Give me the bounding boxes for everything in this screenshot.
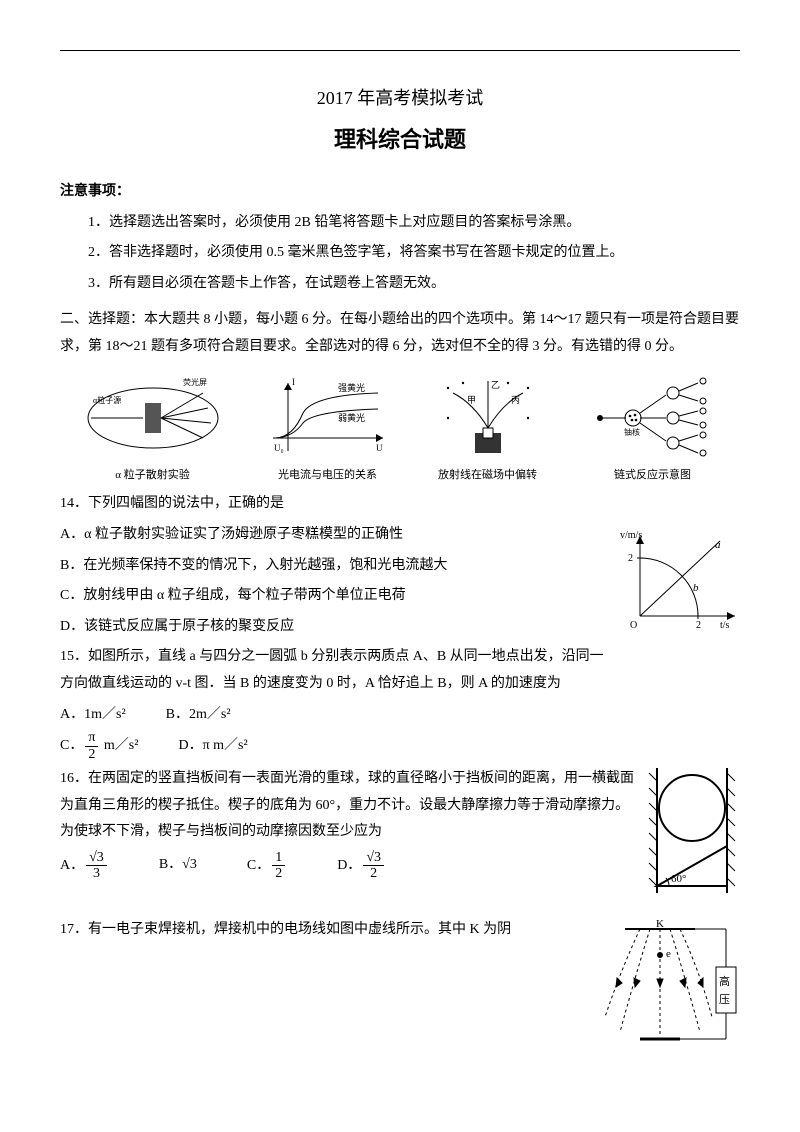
notice-item-1: 1．选择题选出答案时，必须使用 2B 铅笔将答题卡上对应题目的答案标号涂黑。 — [60, 210, 740, 237]
q15-B: B．2m／s² — [166, 702, 231, 729]
notice-heading: 注意事项： — [60, 179, 740, 206]
q15-D: D．π m／s² — [178, 733, 247, 760]
figure-row: α粒子源 荧光屏 α 粒子散射实验 I U 强黄光 弱黄光 U₀ 光电流与电压的… — [60, 373, 740, 486]
svg-text:a: a — [715, 539, 721, 551]
q15-options-row1: A．1m／s² B．2m／s² — [60, 702, 740, 729]
fig-chain: 铀核 链式反应示意图 — [588, 373, 718, 486]
svg-text:高: 高 — [719, 974, 730, 988]
svg-text:U₀: U₀ — [274, 443, 284, 453]
svg-text:2: 2 — [628, 553, 633, 564]
svg-text:α粒子源: α粒子源 — [93, 395, 121, 405]
svg-text:甲: 甲 — [467, 395, 476, 405]
fig-caption-3: 放射线在磁场中偏转 — [433, 465, 543, 486]
fig-caption-4: 链式反应示意图 — [588, 465, 718, 486]
svg-text:2: 2 — [696, 620, 701, 631]
svg-text:e: e — [666, 948, 671, 960]
q14-vt-figure: v/m/s t/s O 2 2 a b — [620, 526, 740, 642]
svg-text:铀核: 铀核 — [624, 427, 640, 437]
q16-stem: 16．在两固定的竖直挡板间有一表面光滑的重球，球的直径略小于挡板间的距离，用一横… — [60, 766, 740, 846]
q15-A: A．1m／s² — [60, 702, 126, 729]
svg-text:K: K — [656, 918, 664, 930]
svg-text:60°: 60° — [671, 873, 686, 885]
q16-B: B．√3 — [159, 852, 197, 879]
svg-text:乙: 乙 — [491, 380, 500, 390]
q15-stem: 15．如图所示，直线 a 与四分之一圆弧 b 分别表示两质点 A、B 从同一地点… — [60, 644, 740, 697]
svg-text:O: O — [630, 620, 637, 631]
fig-caption-1: α 粒子散射实验 — [83, 465, 223, 486]
title-year: 2017 年高考模拟考试 — [60, 81, 740, 115]
svg-text:强黄光: 强黄光 — [338, 382, 365, 393]
q16-figure: 60° — [645, 768, 740, 909]
q17-figure: K e 高 压 — [600, 917, 740, 1058]
q14-stem: 14．下列四幅图的说法中，正确的是 — [60, 491, 740, 518]
svg-text:t/s: t/s — [720, 620, 730, 631]
section2-intro: 二、选择题：本大题共 8 小题，每小题 6 分。在每小题给出的四个选项中。第 1… — [60, 307, 740, 360]
fig-photoelectric: I U 强黄光 弱黄光 U₀ 光电流与电压的关系 — [268, 373, 388, 486]
q16-C: C．12 — [247, 850, 287, 882]
q15-options-row2: C．π2 m／s² D．π m／s² — [60, 730, 740, 762]
svg-text:荧光屏: 荧光屏 — [183, 377, 207, 387]
q16-A: A．√33 — [60, 850, 109, 882]
svg-text:丙: 丙 — [511, 395, 520, 405]
svg-text:U: U — [376, 443, 383, 453]
fig-scattering: α粒子源 荧光屏 α 粒子散射实验 — [83, 373, 223, 486]
svg-text:弱黄光: 弱黄光 — [338, 412, 365, 423]
title-subject: 理科综合试题 — [60, 119, 740, 161]
fig-magnetic: 甲 乙 丙 放射线在磁场中偏转 — [433, 373, 543, 486]
notice-item-2: 2．答非选择题时，必须使用 0.5 毫米黑色签字笔，将答案书写在答题卡规定的位置… — [60, 240, 740, 267]
fig-caption-2: 光电流与电压的关系 — [268, 465, 388, 486]
svg-text:b: b — [693, 582, 699, 594]
svg-text:v/m/s: v/m/s — [620, 530, 642, 541]
q16-options: A．√33 B．√3 C．12 D．√32 — [60, 850, 635, 882]
q15-C: C．π2 m／s² — [60, 730, 138, 762]
q16-D: D．√32 — [337, 850, 386, 882]
svg-text:I: I — [292, 377, 295, 387]
notice-item-3: 3．所有题目必须在答题卡上作答，在试题卷上答题无效。 — [60, 271, 740, 298]
svg-text:压: 压 — [719, 993, 730, 1006]
